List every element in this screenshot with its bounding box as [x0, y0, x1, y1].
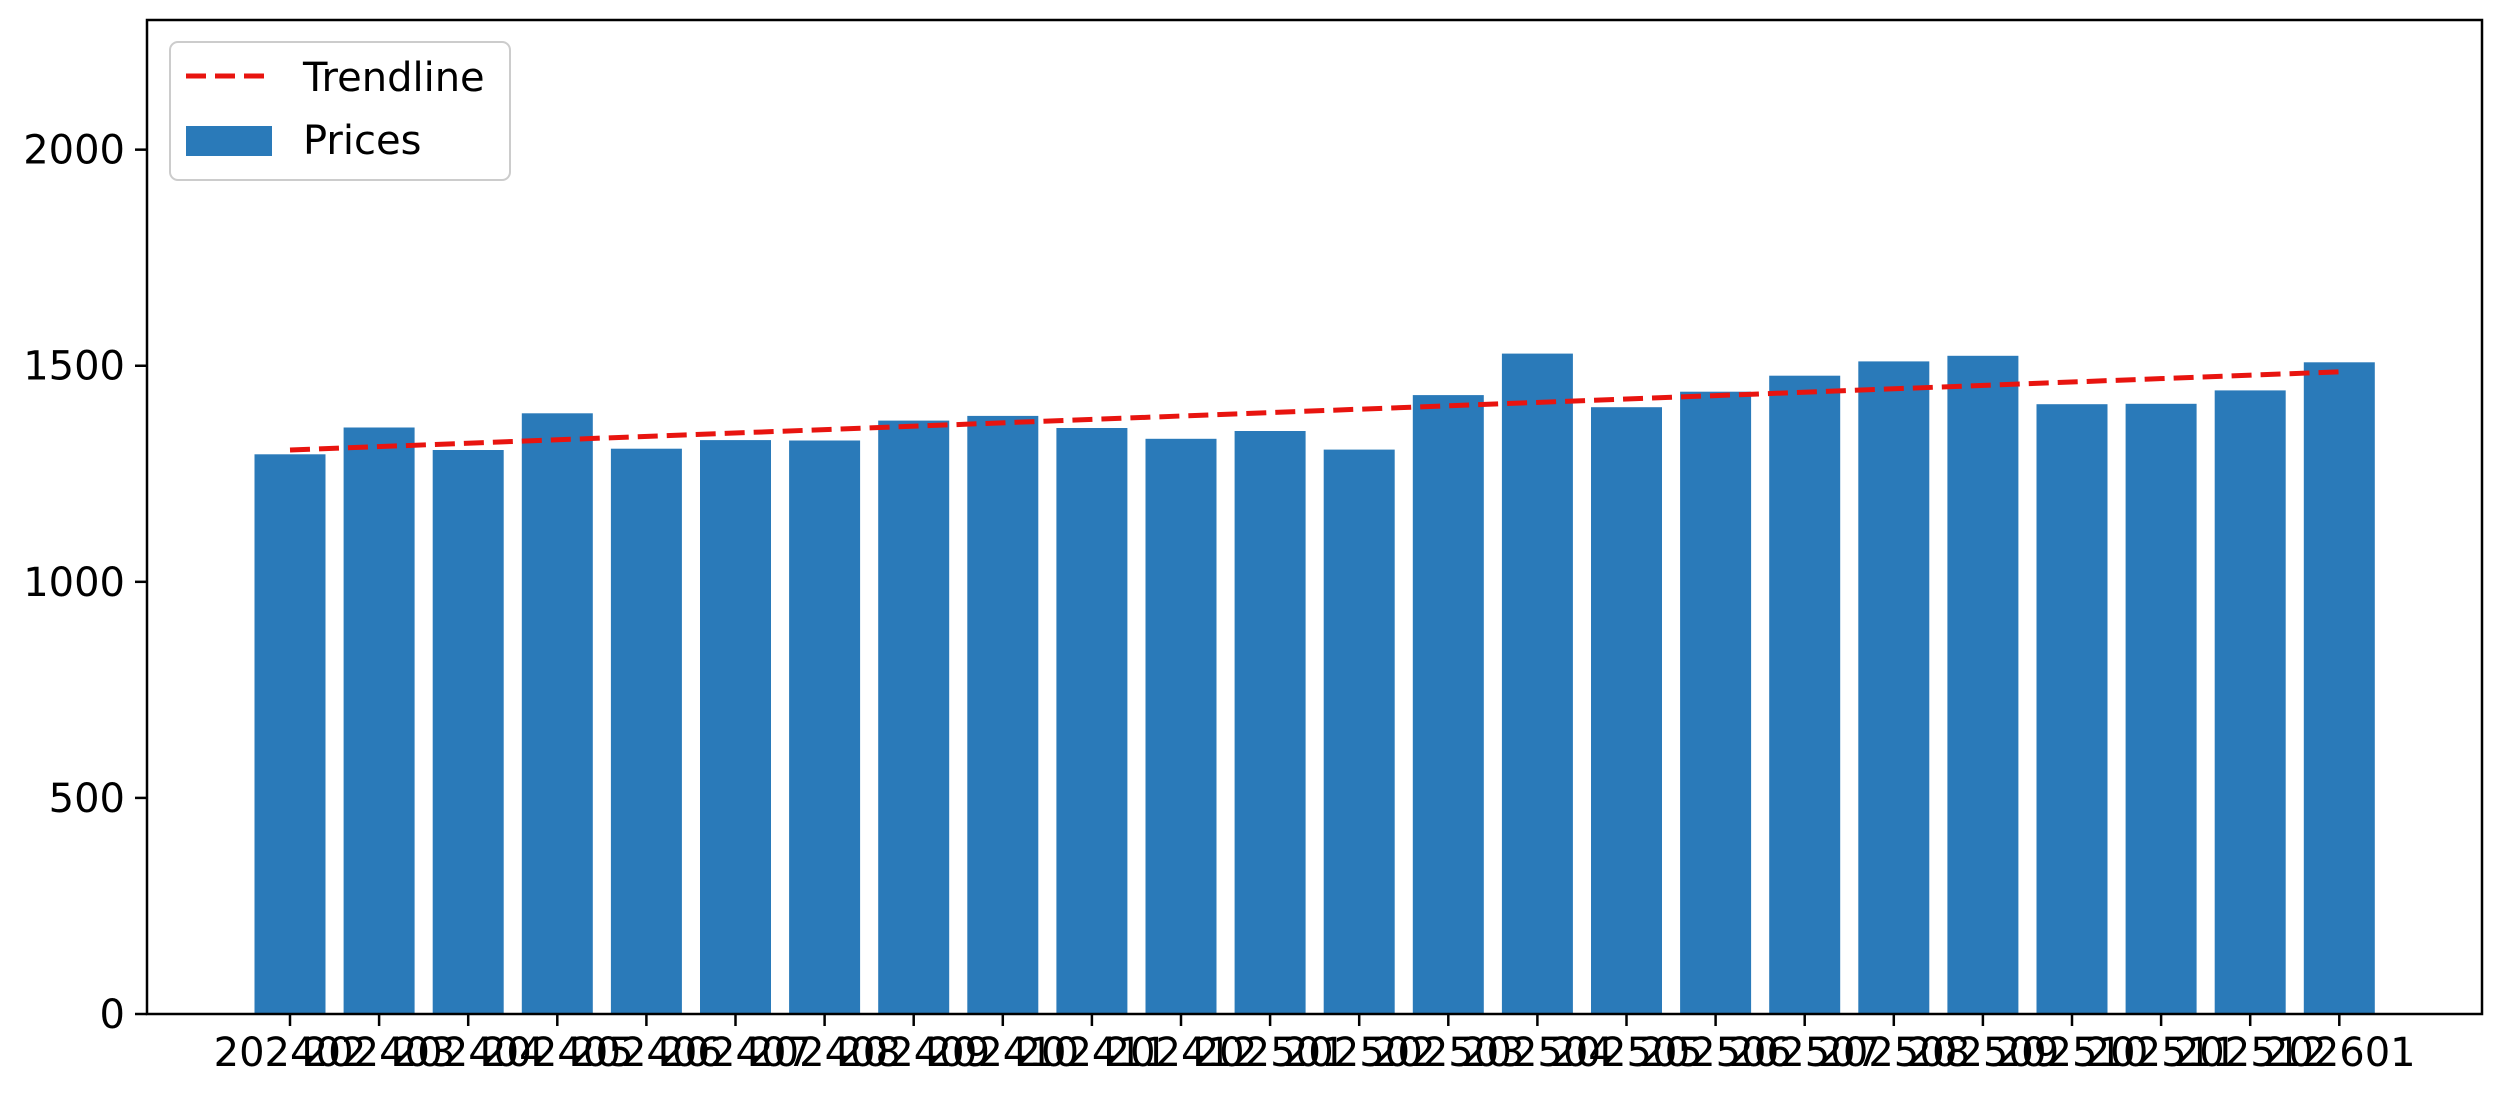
x-tick-label-202505: 202505 — [1550, 1030, 1703, 1076]
x-tick-label-202404: 202404 — [392, 1030, 545, 1076]
bar-202508 — [1858, 361, 1930, 1014]
x-tick-label-202410: 202410 — [926, 1030, 1079, 1076]
bar-202504 — [1501, 353, 1573, 1015]
x-tick-label-202403: 202403 — [303, 1030, 456, 1076]
x-tick-label-202509: 202509 — [1907, 1030, 2060, 1076]
bar-202502 — [1323, 449, 1395, 1015]
bar-202402 — [254, 454, 326, 1014]
bar-202404 — [432, 450, 504, 1014]
bar-202403 — [343, 427, 415, 1014]
x-tick-label-202411: 202411 — [1016, 1030, 1169, 1076]
x-tick-label-202406: 202406 — [570, 1030, 723, 1076]
bar-202510 — [2036, 404, 2108, 1014]
legend-prices-swatch — [186, 126, 272, 156]
bar-202505 — [1591, 407, 1662, 1014]
bar-202406 — [610, 448, 682, 1014]
legend: Trendline Prices — [169, 41, 511, 181]
bar-series — [254, 353, 2375, 1015]
bar-202601 — [2303, 362, 2375, 1014]
x-tick-label-202508: 202508 — [1817, 1030, 1970, 1076]
trendline — [289, 369, 2340, 453]
bar-202506 — [1680, 391, 1752, 1014]
x-tick-label-202501: 202501 — [1194, 1030, 1347, 1076]
legend-trendline-label: Trendline — [302, 55, 485, 101]
bar-202501 — [1234, 431, 1306, 1014]
bar-202511 — [2125, 403, 2197, 1014]
bar-202410 — [967, 415, 1039, 1014]
y-tick-label-500: 500 — [49, 776, 125, 822]
x-tick-label-202407: 202407 — [659, 1030, 812, 1076]
x-tick-label-202402: 202402 — [214, 1030, 367, 1076]
x-tick-label-202502: 202502 — [1283, 1030, 1436, 1076]
bar-202405 — [521, 413, 593, 1014]
x-tick-label-202510: 202510 — [1996, 1030, 2149, 1076]
y-tick-label-1500: 1500 — [23, 344, 125, 390]
bar-202411 — [1056, 428, 1128, 1014]
bar-202503 — [1412, 395, 1484, 1015]
x-tick-label-202405: 202405 — [481, 1030, 634, 1076]
x-tick-label-202504: 202504 — [1461, 1030, 1614, 1076]
x-tick-label-202601: 202601 — [2263, 1030, 2416, 1076]
legend-prices-label: Prices — [303, 118, 421, 164]
x-tick-label-202507: 202507 — [1728, 1030, 1881, 1076]
y-tick-label-1000: 1000 — [23, 560, 125, 606]
bar-202409 — [878, 420, 950, 1015]
bar-202507 — [1769, 375, 1841, 1014]
bar-202407 — [700, 440, 771, 1015]
x-tick-label-202512: 202512 — [2174, 1030, 2327, 1076]
bar-202512 — [2214, 390, 2286, 1014]
x-axis: 2024022024032024042024052024062024072024… — [214, 1014, 2416, 1076]
bar-202412 — [1145, 438, 1217, 1014]
x-tick-label-202503: 202503 — [1372, 1030, 1525, 1076]
y-axis: 0 500 1000 1500 2000 — [23, 128, 147, 1038]
x-tick-label-202412: 202412 — [1105, 1030, 1258, 1076]
x-tick-label-202506: 202506 — [1639, 1030, 1792, 1076]
plot-frame — [145, 18, 2484, 1016]
bar-202408 — [789, 440, 861, 1014]
x-tick-label-202409: 202409 — [837, 1030, 990, 1076]
x-tick-label-202511: 202511 — [2085, 1030, 2238, 1076]
x-tick-label-202408: 202408 — [748, 1030, 901, 1076]
y-tick-label-2000: 2000 — [23, 128, 125, 174]
y-tick-label-0: 0 — [100, 992, 125, 1038]
bar-202509 — [1947, 355, 2019, 1014]
